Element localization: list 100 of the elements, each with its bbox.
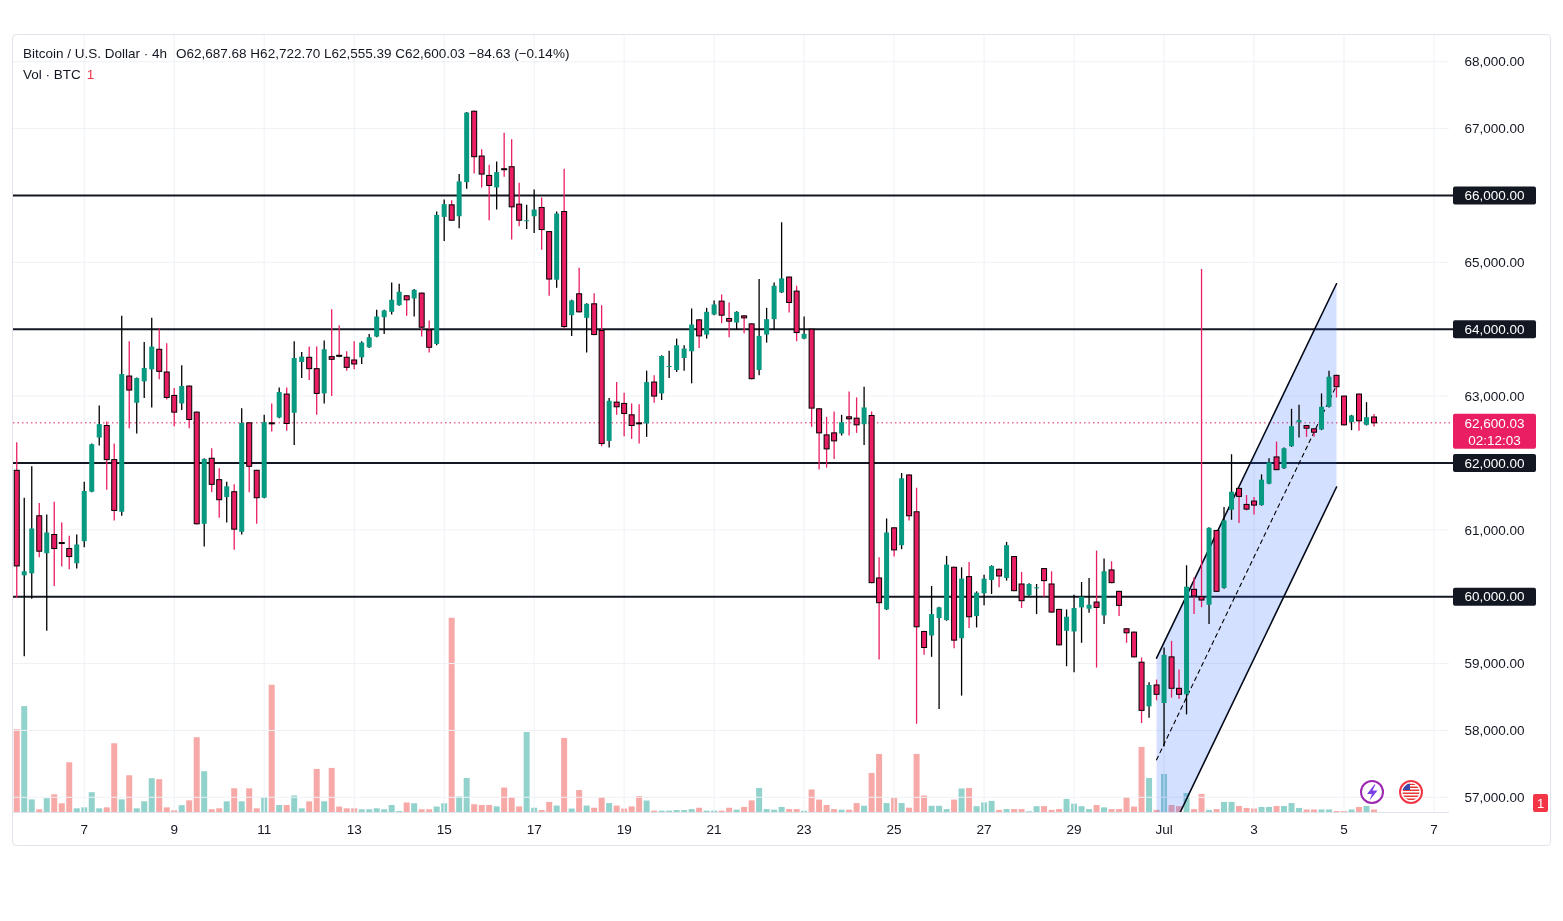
bar	[231, 788, 238, 812]
candlestick	[1319, 393, 1325, 431]
bar	[448, 617, 455, 812]
bar	[988, 800, 995, 812]
candlestick	[501, 132, 508, 177]
bar	[1011, 809, 1018, 812]
text: 1	[1536, 795, 1545, 811]
bar	[268, 684, 275, 812]
bar	[1273, 805, 1280, 812]
x-tick-label: 3	[1250, 821, 1258, 837]
candlestick	[764, 307, 770, 343]
candlestick	[1034, 584, 1040, 615]
candlestick	[839, 414, 845, 436]
bar	[223, 801, 230, 812]
candlestick	[44, 514, 50, 631]
bar	[118, 799, 125, 812]
y-tick-label: 59,000.00	[1464, 656, 1525, 672]
bar	[36, 809, 43, 812]
x-tick-label: 21	[706, 821, 722, 837]
candlestick	[1296, 404, 1302, 438]
chart-title: Vol · BTC	[23, 66, 82, 82]
candlestick	[1236, 487, 1243, 524]
bar	[1018, 809, 1025, 812]
candlestick	[921, 630, 928, 655]
bar	[283, 805, 290, 812]
candlestick	[1153, 679, 1160, 701]
candlestick	[494, 161, 500, 210]
bar	[1146, 778, 1153, 812]
candlestick	[426, 320, 433, 353]
candlestick	[651, 375, 658, 403]
ref-line-label: 60,000.00	[1464, 589, 1525, 605]
bar	[883, 803, 890, 812]
bar	[861, 805, 868, 812]
candlestick	[666, 350, 672, 379]
bar	[996, 809, 1003, 812]
bar	[463, 778, 470, 812]
candlestick	[584, 303, 590, 353]
candlestick	[96, 405, 102, 446]
candlestick	[1071, 594, 1077, 673]
y-tick-label: 57,000.00	[1464, 790, 1525, 806]
bar	[1281, 805, 1288, 812]
bar	[1191, 809, 1198, 812]
candlestick	[21, 497, 27, 657]
candlestick	[936, 606, 942, 710]
y-tick-label: 63,000.00	[1464, 388, 1525, 404]
bar	[411, 803, 418, 812]
y-tick-label: 65,000.00	[1464, 255, 1525, 271]
bar	[246, 788, 253, 812]
bar	[1093, 805, 1100, 812]
ref-line-label: 62,000.00	[1464, 455, 1525, 471]
bar	[748, 800, 755, 812]
y-tick-label: 58,000.00	[1464, 723, 1525, 739]
bar	[201, 771, 208, 812]
bar	[313, 768, 320, 812]
candlestick	[726, 302, 733, 338]
text: O62,687.68 H62,722.70 L62,555.39 C62,600.03 −84.63 (−0.14%)	[176, 45, 570, 61]
bar	[501, 787, 508, 812]
x-tick-label: 27	[976, 821, 992, 837]
bar	[43, 798, 50, 812]
candlestick	[696, 319, 703, 348]
bar	[696, 807, 703, 812]
bar	[1221, 801, 1228, 812]
candlestick	[359, 341, 365, 364]
candlestick	[224, 481, 230, 523]
x-tick-label: 7	[1430, 821, 1438, 837]
candlestick	[718, 294, 725, 324]
candlestick	[1064, 609, 1070, 667]
candlestick	[1079, 581, 1085, 643]
bar	[403, 802, 410, 812]
candlestick	[1116, 590, 1123, 617]
bar	[493, 806, 500, 812]
bar	[943, 809, 950, 812]
candlestick	[531, 189, 537, 233]
candlestick	[1041, 567, 1048, 597]
y-tick-label: 61,000.00	[1464, 522, 1525, 538]
candlestick	[981, 574, 987, 606]
x-tick-label: 29	[1066, 821, 1082, 837]
bar	[561, 737, 568, 812]
bar	[786, 809, 793, 812]
ref-line-label: 66,000.00	[1464, 188, 1525, 204]
bar	[966, 787, 973, 812]
bar	[321, 801, 328, 812]
bar	[456, 796, 463, 812]
bar	[1138, 746, 1145, 812]
bar	[1206, 809, 1213, 812]
candlestick	[1273, 441, 1280, 471]
candlestick	[486, 164, 493, 221]
bar	[21, 706, 28, 812]
candlestick	[179, 365, 185, 411]
bar	[958, 788, 965, 812]
candlestick	[299, 351, 305, 379]
candlestick	[74, 534, 80, 569]
y-tick-label: 68,000.00	[1464, 54, 1525, 70]
candlestick	[381, 309, 387, 334]
candlestick	[704, 307, 710, 339]
bar	[28, 799, 35, 812]
bar	[688, 809, 695, 812]
bar	[1371, 809, 1378, 812]
bar	[591, 807, 598, 812]
candlestick	[403, 295, 410, 316]
